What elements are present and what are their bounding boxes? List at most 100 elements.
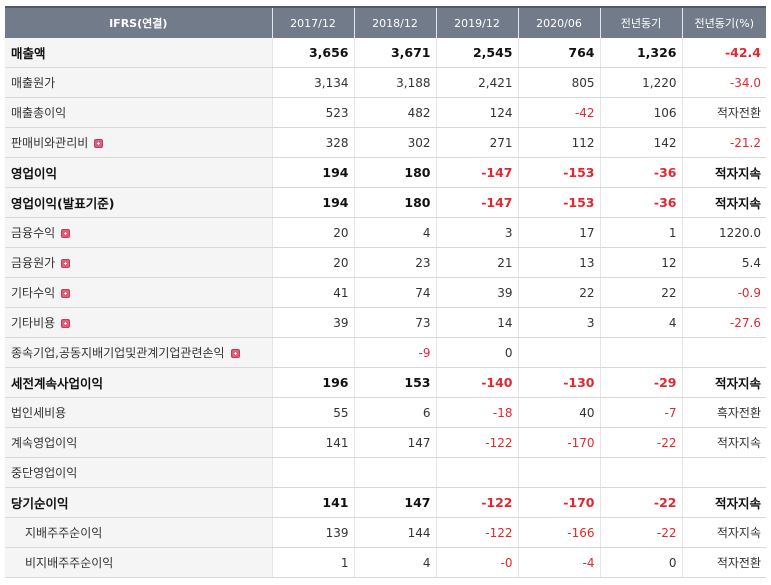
header-2020-06: 2020/06: [518, 7, 601, 38]
value-cell: 39: [272, 307, 355, 338]
value-cell: 41: [272, 277, 355, 308]
row-label-cell: 영업이익: [5, 157, 273, 188]
header-prev-period: 전년동기: [600, 7, 683, 38]
row-label-cell: 법인세비용: [5, 397, 273, 428]
value-cell: 0: [436, 337, 519, 368]
row-label: 법인세비용: [11, 406, 67, 420]
plus-square-icon[interactable]: [61, 229, 71, 238]
value-cell: 22: [600, 277, 683, 308]
row-label-cell[interactable]: 기타수익: [5, 277, 273, 308]
row-label-cell[interactable]: 종속기업,공동지배기업및관계기업관련손익: [5, 337, 273, 368]
value-cell: 적자지속: [682, 487, 766, 518]
row-label-cell[interactable]: 금융원가: [5, 247, 273, 278]
value-cell: [518, 337, 601, 368]
value-cell: 142: [600, 127, 683, 158]
value-cell: 2,421: [436, 67, 519, 98]
value-cell: -153: [518, 157, 601, 188]
value-cell: -36: [600, 157, 683, 188]
table-row: 법인세비용 55 6 -18 40 -7 흑자전환: [5, 397, 766, 428]
income-statement-panel: IFRS(연결) 2017/12 2018/12 2019/12 2020/06…: [5, 6, 766, 578]
value-cell: 39: [436, 277, 519, 308]
value-cell: -42.4: [682, 38, 766, 68]
row-label-cell: 비지배주주순이익: [5, 547, 273, 578]
row-label-cell: 계속영업이익: [5, 427, 273, 458]
value-cell: -22: [600, 427, 683, 458]
value-cell: [354, 457, 437, 488]
value-cell: 764: [518, 38, 601, 68]
value-cell: 13: [518, 247, 601, 278]
value-cell: 302: [354, 127, 437, 158]
header-2018-12: 2018/12: [354, 7, 437, 38]
table-row: 기타비용 39 73 14 3 4 -27.6: [5, 307, 766, 338]
plus-square-icon[interactable]: [61, 319, 71, 328]
header-ifrs: IFRS(연결): [5, 7, 273, 38]
row-label-cell[interactable]: 기타비용: [5, 307, 273, 338]
table-row: 당기순이익 141 147 -122 -170 -22 적자지속: [5, 487, 766, 518]
value-cell: 3: [518, 307, 601, 338]
row-label: 매출총이익: [11, 106, 67, 120]
value-cell: [600, 337, 683, 368]
plus-square-icon[interactable]: [230, 349, 240, 358]
value-cell: 3,656: [272, 38, 355, 68]
value-cell: -147: [436, 187, 519, 218]
value-cell: -36: [600, 187, 683, 218]
row-label-cell: 매출원가: [5, 67, 273, 98]
value-cell: 4: [354, 217, 437, 248]
row-label: 기타수익: [11, 286, 56, 300]
row-label: 매출액: [11, 46, 46, 61]
value-cell: -130: [518, 367, 601, 398]
value-cell: -147: [436, 157, 519, 188]
value-cell: -22: [600, 517, 683, 548]
value-cell: -170: [518, 487, 601, 518]
row-label: 계속영업이익: [11, 436, 78, 450]
value-cell: -122: [436, 487, 519, 518]
row-label: 지배주주순이익: [25, 526, 103, 540]
value-cell: 0: [600, 547, 683, 578]
row-label-cell[interactable]: 금융수익: [5, 217, 273, 248]
income-statement-table: IFRS(연결) 2017/12 2018/12 2019/12 2020/06…: [5, 6, 766, 578]
plus-square-icon[interactable]: [94, 139, 104, 148]
table-row: 기타수익 41 74 39 22 22 -0.9: [5, 277, 766, 308]
row-label: 당기순이익: [11, 496, 69, 511]
row-label-cell[interactable]: 판매비와관리비: [5, 127, 273, 158]
table-row: 매출액 3,656 3,671 2,545 764 1,326 -42.4: [5, 38, 766, 68]
value-cell: 23: [354, 247, 437, 278]
value-cell: -18: [436, 397, 519, 428]
row-label: 기타비용: [11, 316, 56, 330]
table-row: 지배주주순이익 139 144 -122 -166 -22 적자지속: [5, 517, 766, 548]
value-cell: 141: [272, 487, 355, 518]
row-label: 금융원가: [11, 256, 56, 270]
value-cell: 17: [518, 217, 601, 248]
value-cell: -140: [436, 367, 519, 398]
value-cell: -9: [354, 337, 437, 368]
value-cell: 55: [272, 397, 355, 428]
table-header-row: IFRS(연결) 2017/12 2018/12 2019/12 2020/06…: [5, 7, 766, 38]
value-cell: 194: [272, 187, 355, 218]
value-cell: 196: [272, 367, 355, 398]
row-label: 중단영업이익: [11, 466, 78, 480]
row-label-cell: 매출총이익: [5, 97, 273, 128]
table-body: 매출액 3,656 3,671 2,545 764 1,326 -42.4 매출원가 3,134…: [5, 38, 766, 578]
value-cell: 180: [354, 157, 437, 188]
value-cell: 20: [272, 247, 355, 278]
plus-square-icon[interactable]: [61, 289, 71, 298]
plus-square-icon[interactable]: [61, 259, 71, 268]
table-row: 세전계속사업이익 196 153 -140 -130 -29 적자지속: [5, 367, 766, 398]
row-label-cell: 매출액: [5, 38, 273, 68]
value-cell: [682, 337, 766, 368]
table-row: 계속영업이익 141 147 -122 -170 -22 적자지속: [5, 427, 766, 458]
value-cell: 141: [272, 427, 355, 458]
value-cell: 6: [354, 397, 437, 428]
value-cell: -0: [436, 547, 519, 578]
row-label-cell: 중단영업이익: [5, 457, 273, 488]
table-row: 비지배주주순이익 1 4 -0 -4 0 적자전환: [5, 547, 766, 578]
header-2019-12: 2019/12: [436, 7, 519, 38]
row-label-cell: 세전계속사업이익: [5, 367, 273, 398]
value-cell: 14: [436, 307, 519, 338]
row-label-cell: 당기순이익: [5, 487, 273, 518]
value-cell: -122: [436, 517, 519, 548]
row-label: 판매비와관리비: [11, 136, 89, 150]
value-cell: 1,326: [600, 38, 683, 68]
value-cell: -21.2: [682, 127, 766, 158]
value-cell: [600, 457, 683, 488]
